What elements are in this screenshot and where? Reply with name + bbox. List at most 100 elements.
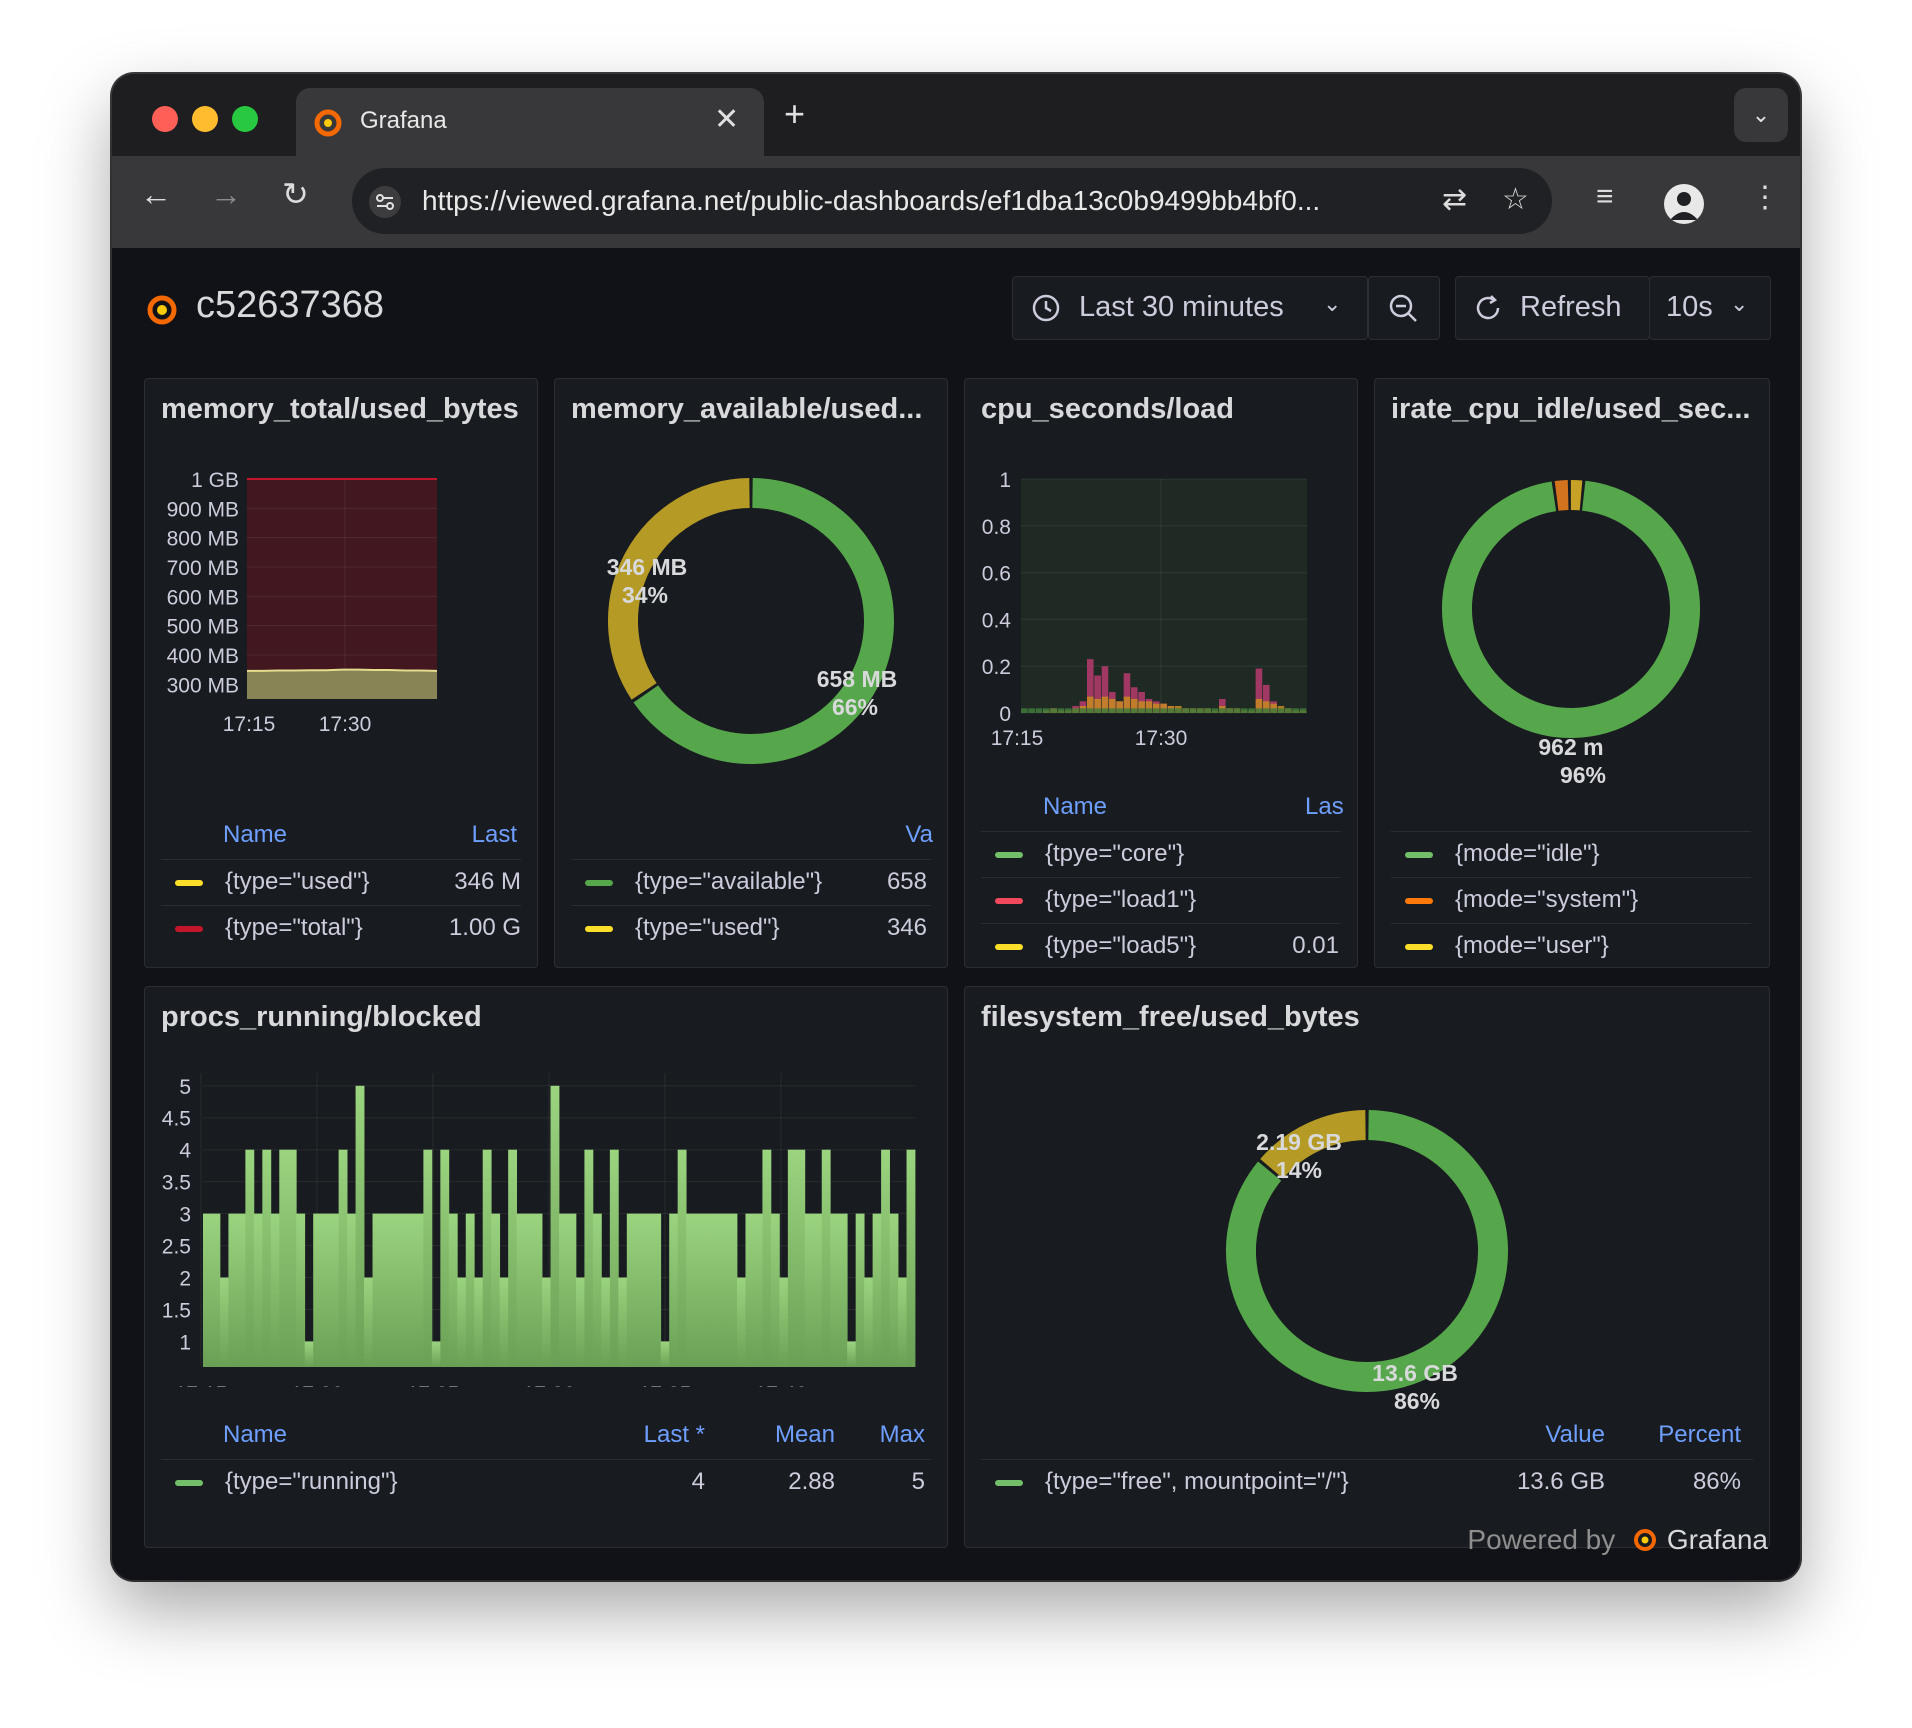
- browser-tab[interactable]: Grafana ✕: [296, 88, 764, 156]
- footer-brand: Grafana: [1666, 1524, 1768, 1555]
- maximize-window-button[interactable]: [232, 106, 258, 132]
- panel-title[interactable]: filesystem_free/used_bytes: [981, 1001, 1360, 1033]
- legend-header-value[interactable]: Value: [1545, 1421, 1605, 1448]
- slice-label-percent: 96%: [1560, 762, 1606, 788]
- bar: [1299, 708, 1307, 713]
- legend-row[interactable]: {type="load5"} 0.01: [981, 923, 1341, 967]
- bar: [1197, 708, 1204, 713]
- bar: [830, 1213, 840, 1367]
- bar: [1057, 708, 1065, 713]
- browser-menu-icon[interactable]: ⋮: [1750, 181, 1780, 214]
- legend-row[interactable]: {mode="idle"}: [1391, 831, 1751, 878]
- url-text: https://viewed.grafana.net/public-dashbo…: [422, 185, 1321, 216]
- panel-title[interactable]: memory_total/used_bytes: [161, 393, 519, 425]
- legend-header-name[interactable]: Name: [223, 1421, 288, 1448]
- bar: [711, 1213, 721, 1367]
- media-controls-icon[interactable]: ≡: [1596, 180, 1614, 213]
- bar: [499, 1277, 509, 1367]
- address-bar[interactable]: https://viewed.grafana.net/public-dashbo…: [352, 168, 1552, 234]
- time-range-picker[interactable]: Last 30 minutes ⌄: [1012, 276, 1368, 340]
- panel-title[interactable]: irate_cpu_idle/used_sec...: [1391, 393, 1751, 425]
- panel-title[interactable]: memory_available/used...: [571, 393, 923, 425]
- y-tick-label: 3.5: [162, 1172, 191, 1195]
- bar: [584, 1149, 594, 1367]
- bar: [491, 1213, 501, 1367]
- legend-header-last[interactable]: Last: [471, 821, 517, 848]
- legend-header-value[interactable]: Va: [905, 821, 933, 848]
- tab-search-chevron-icon[interactable]: ⌄: [1734, 88, 1788, 142]
- y-tick-label: 600 MB: [167, 586, 239, 609]
- reload-icon[interactable]: ↻: [282, 176, 309, 212]
- bar: [270, 1213, 280, 1367]
- site-settings-icon[interactable]: [368, 185, 402, 219]
- bar: [804, 1213, 814, 1367]
- legend-row[interactable]: {mode="user"}: [1391, 923, 1751, 967]
- close-tab-icon[interactable]: ✕: [714, 103, 740, 136]
- forward-arrow-icon[interactable]: →: [210, 176, 242, 212]
- legend-row[interactable]: {type="free", mountpoint="/"} 13.6 GB 86…: [981, 1459, 1753, 1506]
- legend-row[interactable]: {type="running"} 4 2.88 5: [161, 1459, 931, 1506]
- bar: [355, 1085, 365, 1367]
- bookmark-star-icon[interactable]: ☆: [1502, 183, 1529, 216]
- refresh-button[interactable]: Refresh: [1455, 276, 1650, 340]
- bar: [1131, 698, 1138, 713]
- legend-row[interactable]: {type="load1"}: [981, 877, 1341, 924]
- powered-by-footer[interactable]: Powered by Grafana: [1467, 1524, 1768, 1556]
- legend-header-percent[interactable]: Percent: [1658, 1421, 1741, 1448]
- zoom-out-button[interactable]: [1368, 276, 1440, 340]
- x-tick-label: 17:30: [1135, 727, 1188, 749]
- panel-title[interactable]: procs_running/blocked: [161, 1001, 482, 1033]
- refresh-icon: [1476, 295, 1500, 320]
- legend-row[interactable]: {tpye="core"}: [981, 831, 1341, 878]
- bar: [203, 1213, 212, 1367]
- bar: [1226, 708, 1233, 713]
- new-tab-icon[interactable]: +: [784, 93, 806, 134]
- bar: [253, 1213, 263, 1367]
- legend-header-name[interactable]: Name: [1043, 793, 1108, 820]
- legend-row[interactable]: {type="used"} 346 M: [161, 859, 521, 906]
- bar: [787, 1149, 797, 1367]
- panel-irate-cpu-idle: irate_cpu_idle/used_sec... 962 m 96% {mod…: [1374, 378, 1770, 968]
- bar: [381, 1213, 390, 1367]
- bar: [1138, 701, 1145, 713]
- refresh-interval-picker[interactable]: 10s ⌄: [1649, 276, 1771, 340]
- legend-header-name[interactable]: Name: [223, 821, 288, 848]
- bar: [1035, 708, 1043, 713]
- bar: [389, 1213, 399, 1367]
- legend-row[interactable]: {type="used"} 346: [571, 905, 931, 952]
- bar: [448, 1213, 458, 1367]
- bar: [211, 1213, 221, 1367]
- close-window-button[interactable]: [152, 106, 178, 132]
- bar: [1167, 708, 1175, 713]
- bar: [542, 1277, 551, 1367]
- translate-icon[interactable]: ⇄: [1442, 183, 1468, 216]
- refresh-label: Refresh: [1520, 291, 1622, 323]
- legend-header-last[interactable]: Las: [1305, 793, 1344, 820]
- bar: [508, 1149, 518, 1367]
- bar: [669, 1213, 679, 1367]
- legend-row[interactable]: {mode="system"}: [1391, 877, 1751, 924]
- legend-series-name: {tpye="core"}: [1045, 840, 1185, 867]
- legend-header-last[interactable]: Last *: [643, 1421, 705, 1448]
- back-arrow-icon[interactable]: ←: [140, 176, 172, 212]
- x-tick-label: 17:15: [991, 727, 1044, 749]
- y-tick-label: 4.5: [162, 1108, 191, 1131]
- bar: [1277, 708, 1285, 713]
- panel-title[interactable]: cpu_seconds/load: [981, 393, 1235, 425]
- slice-label-value: 13.6 GB: [1372, 1360, 1458, 1386]
- legend-header-max[interactable]: Max: [879, 1421, 925, 1448]
- profile-avatar-icon[interactable]: [1664, 184, 1704, 224]
- x-tick-label: 17:30: [319, 713, 372, 736]
- legend-row[interactable]: {type="available"} 658: [571, 859, 931, 906]
- legend-row[interactable]: {type="total"} 1.00 G: [161, 905, 521, 952]
- bar: [228, 1213, 238, 1367]
- donut-slice: [633, 478, 894, 764]
- bar: [279, 1149, 289, 1367]
- bar: [1094, 708, 1101, 713]
- legend-swatch: [1405, 852, 1433, 858]
- legend-header-mean[interactable]: Mean: [774, 1421, 835, 1448]
- minimize-window-button[interactable]: [192, 106, 218, 132]
- legend-series-name: {type="total"}: [225, 914, 363, 941]
- bar: [609, 1149, 619, 1367]
- bar: [1160, 708, 1167, 713]
